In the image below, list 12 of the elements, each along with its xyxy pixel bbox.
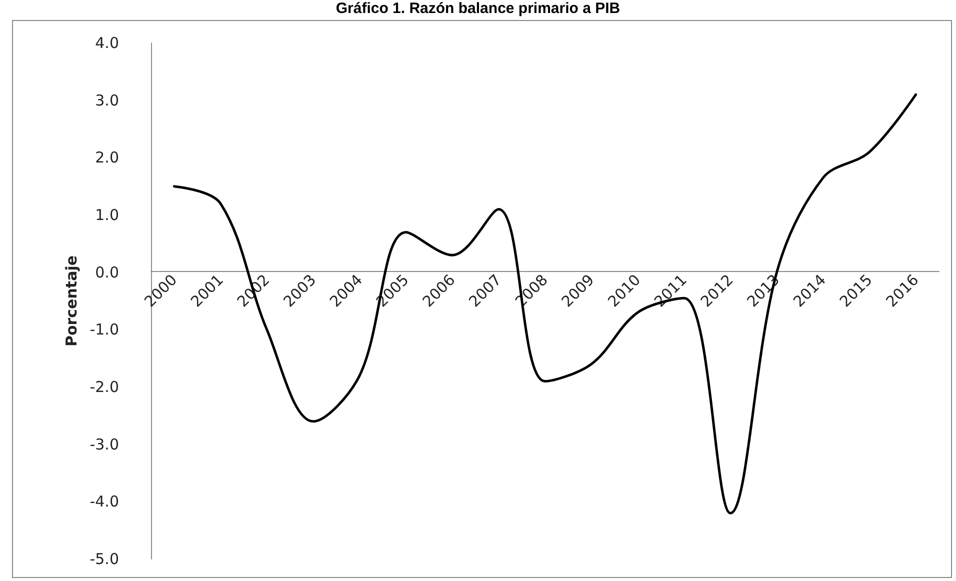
y-tick-label: -4.0 <box>90 492 119 511</box>
y-tick-label: 0.0 <box>95 263 119 282</box>
y-tick-label: 3.0 <box>95 91 119 110</box>
chart-title: Gráfico 1. Razón balance primario a PIB <box>334 0 622 18</box>
y-tick-label: -3.0 <box>90 435 119 454</box>
y-tick-label: -5.0 <box>90 550 119 568</box>
y-tick-label: 2.0 <box>95 148 119 167</box>
y-tick-label: 1.0 <box>95 206 119 224</box>
y-tick-label: 4.0 <box>95 34 119 52</box>
y-axis-title: Porcentaje <box>62 255 80 347</box>
y-tick-label: -1.0 <box>90 320 119 339</box>
y-tick-label: -2.0 <box>90 378 119 396</box>
